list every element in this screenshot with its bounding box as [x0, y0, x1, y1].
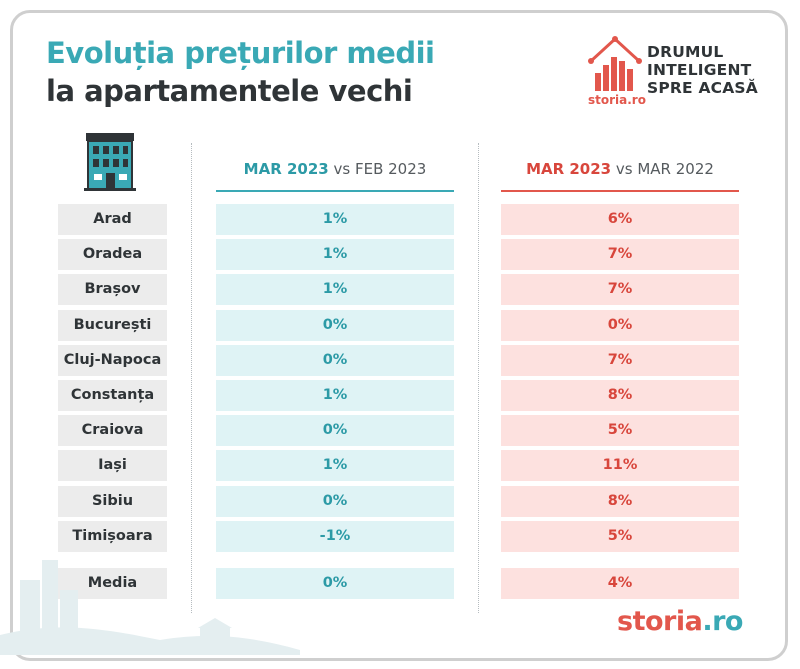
column-underline-yoy: [501, 190, 739, 192]
yoy-value-cell: 7%: [501, 239, 739, 270]
column-header-mom: MAR 2023 vs FEB 2023: [243, 160, 427, 178]
column-header-yoy: MAR 2023 vs MAR 2022: [526, 160, 714, 178]
mom-value-cell: 1%: [216, 450, 454, 481]
mom-value-cell: -1%: [216, 521, 454, 552]
mom-value-cell: 0%: [216, 345, 454, 376]
mom-value-cell: 1%: [216, 239, 454, 270]
divider-1: [191, 143, 192, 613]
yoy-value-cell: 11%: [501, 450, 739, 481]
yoy-value-cell: 7%: [501, 345, 739, 376]
brand-tagline: DRUMUL INTELIGENT SPRE ACASĂ: [647, 43, 758, 97]
mom-value-cell: 1%: [216, 274, 454, 305]
city-label: Oradea: [58, 239, 167, 270]
title-line-1: Evoluția prețurilor medii: [46, 36, 435, 70]
yoy-value-cell: 5%: [501, 415, 739, 446]
city-label: Timișoara: [58, 521, 167, 552]
mom-value-cell: 0%: [216, 415, 454, 446]
mom-value-cell: 0%: [216, 310, 454, 341]
logo-small-text: storia.ro: [588, 93, 646, 107]
city-label: Sibiu: [58, 486, 167, 517]
city-label: Arad: [58, 204, 167, 235]
yoy-value-cell: 8%: [501, 380, 739, 411]
title-line-2: la apartamentele vechi: [46, 74, 413, 108]
mom-value-cell: 0%: [216, 486, 454, 517]
yoy-value-cell: 6%: [501, 204, 739, 235]
city-label: Iași: [58, 450, 167, 481]
mom-value-cell: 1%: [216, 380, 454, 411]
brand-logo: storia.ro DRUMUL INTELIGENT SPRE ACASĂ: [585, 35, 765, 115]
city-label: Craiova: [58, 415, 167, 446]
house-chart-icon: [588, 36, 642, 91]
city-label: Constanța: [58, 380, 167, 411]
yoy-value-cell: 0%: [501, 310, 739, 341]
yoy-value-cell: 7%: [501, 274, 739, 305]
city-label: București: [58, 310, 167, 341]
footer-logo: storia.ro: [617, 606, 743, 637]
city-label: Cluj-Napoca: [58, 345, 167, 376]
city-label: Brașov: [58, 274, 167, 305]
divider-2: [478, 143, 479, 613]
yoy-value-cell: 8%: [501, 486, 739, 517]
column-underline-mom: [216, 190, 454, 192]
city-skyline-illustration: [0, 560, 300, 655]
building-icon: [84, 133, 136, 191]
yoy-value-cell: 4%: [501, 568, 739, 599]
yoy-value-cell: 5%: [501, 521, 739, 552]
mom-value-cell: 0%: [216, 568, 454, 599]
mom-value-cell: 1%: [216, 204, 454, 235]
